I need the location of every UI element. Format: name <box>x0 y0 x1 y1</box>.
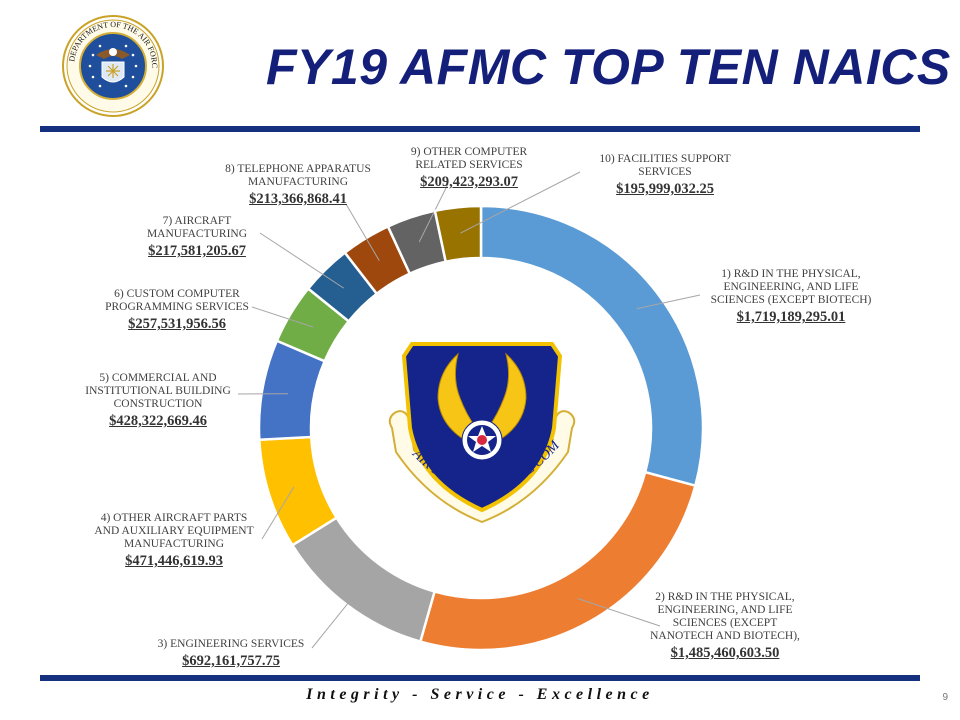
data-label-text: 4) OTHER AIRCRAFT PARTS <box>100 512 248 524</box>
data-label-text: 6) CUSTOM COMPUTER <box>114 288 240 300</box>
data-label-text: 1) R&D IN THE PHYSICAL, <box>721 268 861 280</box>
data-label-text: 7) AIRCRAFT <box>162 215 232 227</box>
data-label-4: 4) OTHER AIRCRAFT PARTS AND AUXILIARY EQU… <box>88 512 260 570</box>
data-label-text: CONSTRUCTION <box>113 398 203 410</box>
data-label-text: SCIENCES (EXCEPT <box>672 617 778 629</box>
data-label-text: 9) OTHER COMPUTER <box>410 146 528 158</box>
leader-line-9 <box>418 183 449 243</box>
data-label-value: $209,423,293.07 <box>420 174 518 190</box>
leader-line-7 <box>259 232 344 289</box>
data-label-text: SCIENCES (EXCEPT BIOTECH) <box>710 294 872 306</box>
data-label-text: INSTITUTIONAL BUILDING <box>85 385 231 397</box>
data-label-text: ENGINEERING, AND LIFE <box>723 281 859 293</box>
page-number: 9 <box>942 692 948 703</box>
data-label-text: MANUFACTURING <box>146 228 248 240</box>
leader-line-8 <box>345 203 380 261</box>
data-label-value: $692,161,757.75 <box>182 653 280 669</box>
data-label-10: 10) FACILITIES SUPPORT SERVICES $195,999,0… <box>590 153 740 198</box>
data-label-text: 10) FACILITIES SUPPORT <box>599 153 731 165</box>
data-label-value: $195,999,032.25 <box>616 181 714 197</box>
data-label-3: 3) ENGINEERING SERVICES $692,161,757.75 <box>146 638 316 670</box>
data-label-text: 2) R&D IN THE PHYSICAL, <box>655 591 795 603</box>
data-label-7: 7) AIRCRAFT MANUFACTURING $217,581,205.67 <box>130 215 264 260</box>
data-label-6: 6) CUSTOM COMPUTER PROGRAMMING SERVICES $2… <box>102 288 252 333</box>
data-label-2: 2) R&D IN THE PHYSICAL, ENGINEERING, AND … <box>640 591 810 662</box>
data-label-value: $471,446,619.93 <box>125 553 223 569</box>
data-label-5: 5) COMMERCIAL AND INSTITUTIONAL BUILDING C… <box>76 372 240 430</box>
data-label-text: ENGINEERING, AND LIFE <box>657 604 793 616</box>
leader-line-2 <box>577 598 661 627</box>
data-label-1: 1) R&D IN THE PHYSICAL, ENGINEERING, AND … <box>706 268 876 326</box>
leader-line-1 <box>636 294 701 310</box>
data-label-text: PROGRAMMING SERVICES <box>105 301 249 313</box>
data-label-value: $1,719,189,295.01 <box>736 309 846 325</box>
leader-line-6 <box>251 306 314 328</box>
data-label-text: SERVICES <box>638 166 692 178</box>
footer-divider <box>40 675 920 681</box>
data-label-8: 8) TELEPHONE APPARATUS MANUFACTURING $213,… <box>216 163 380 208</box>
data-label-value: $428,322,669.46 <box>109 413 207 429</box>
data-label-text: MANUFACTURING <box>123 538 225 550</box>
data-label-value: $257,531,956.56 <box>128 316 226 332</box>
leader-line-10 <box>460 171 581 234</box>
data-label-value: $1,485,460,603.50 <box>670 645 780 661</box>
donut-slice-10 <box>433 204 483 264</box>
data-label-text: 8) TELEPHONE APPARATUS <box>225 163 371 175</box>
data-label-text: NANOTECH AND BIOTECH), <box>650 630 800 642</box>
donut-slice-3 <box>290 515 437 644</box>
slide-title: FY19 AFMC TOP TEN NAICS <box>266 39 951 95</box>
data-label-text: MANUFACTURING <box>247 176 349 188</box>
data-label-text: 3) ENGINEERING SERVICES <box>157 638 305 650</box>
data-label-value: $213,366,868.41 <box>249 191 347 207</box>
data-label-text: AND AUXILIARY EQUIPMENT <box>94 525 254 537</box>
data-label-text: 5) COMMERCIAL AND <box>99 372 217 384</box>
leader-line-4 <box>261 486 295 540</box>
leader-line-3 <box>311 584 364 649</box>
footer-motto: Integrity - Service - Excellence <box>306 686 654 703</box>
air-force-seal-logo: DEPARTMENT OF THE AIR FORCE <box>62 15 164 117</box>
data-label-value: $217,581,205.67 <box>148 243 246 259</box>
header-divider <box>40 126 920 132</box>
data-label-text: RELATED SERVICES <box>415 159 523 171</box>
data-label-9: 9) OTHER COMPUTER RELATED SERVICES $209,42… <box>398 146 540 191</box>
afmc-emblem-logo: AIR FORCE MATERIEL COMMAND <box>384 332 576 524</box>
